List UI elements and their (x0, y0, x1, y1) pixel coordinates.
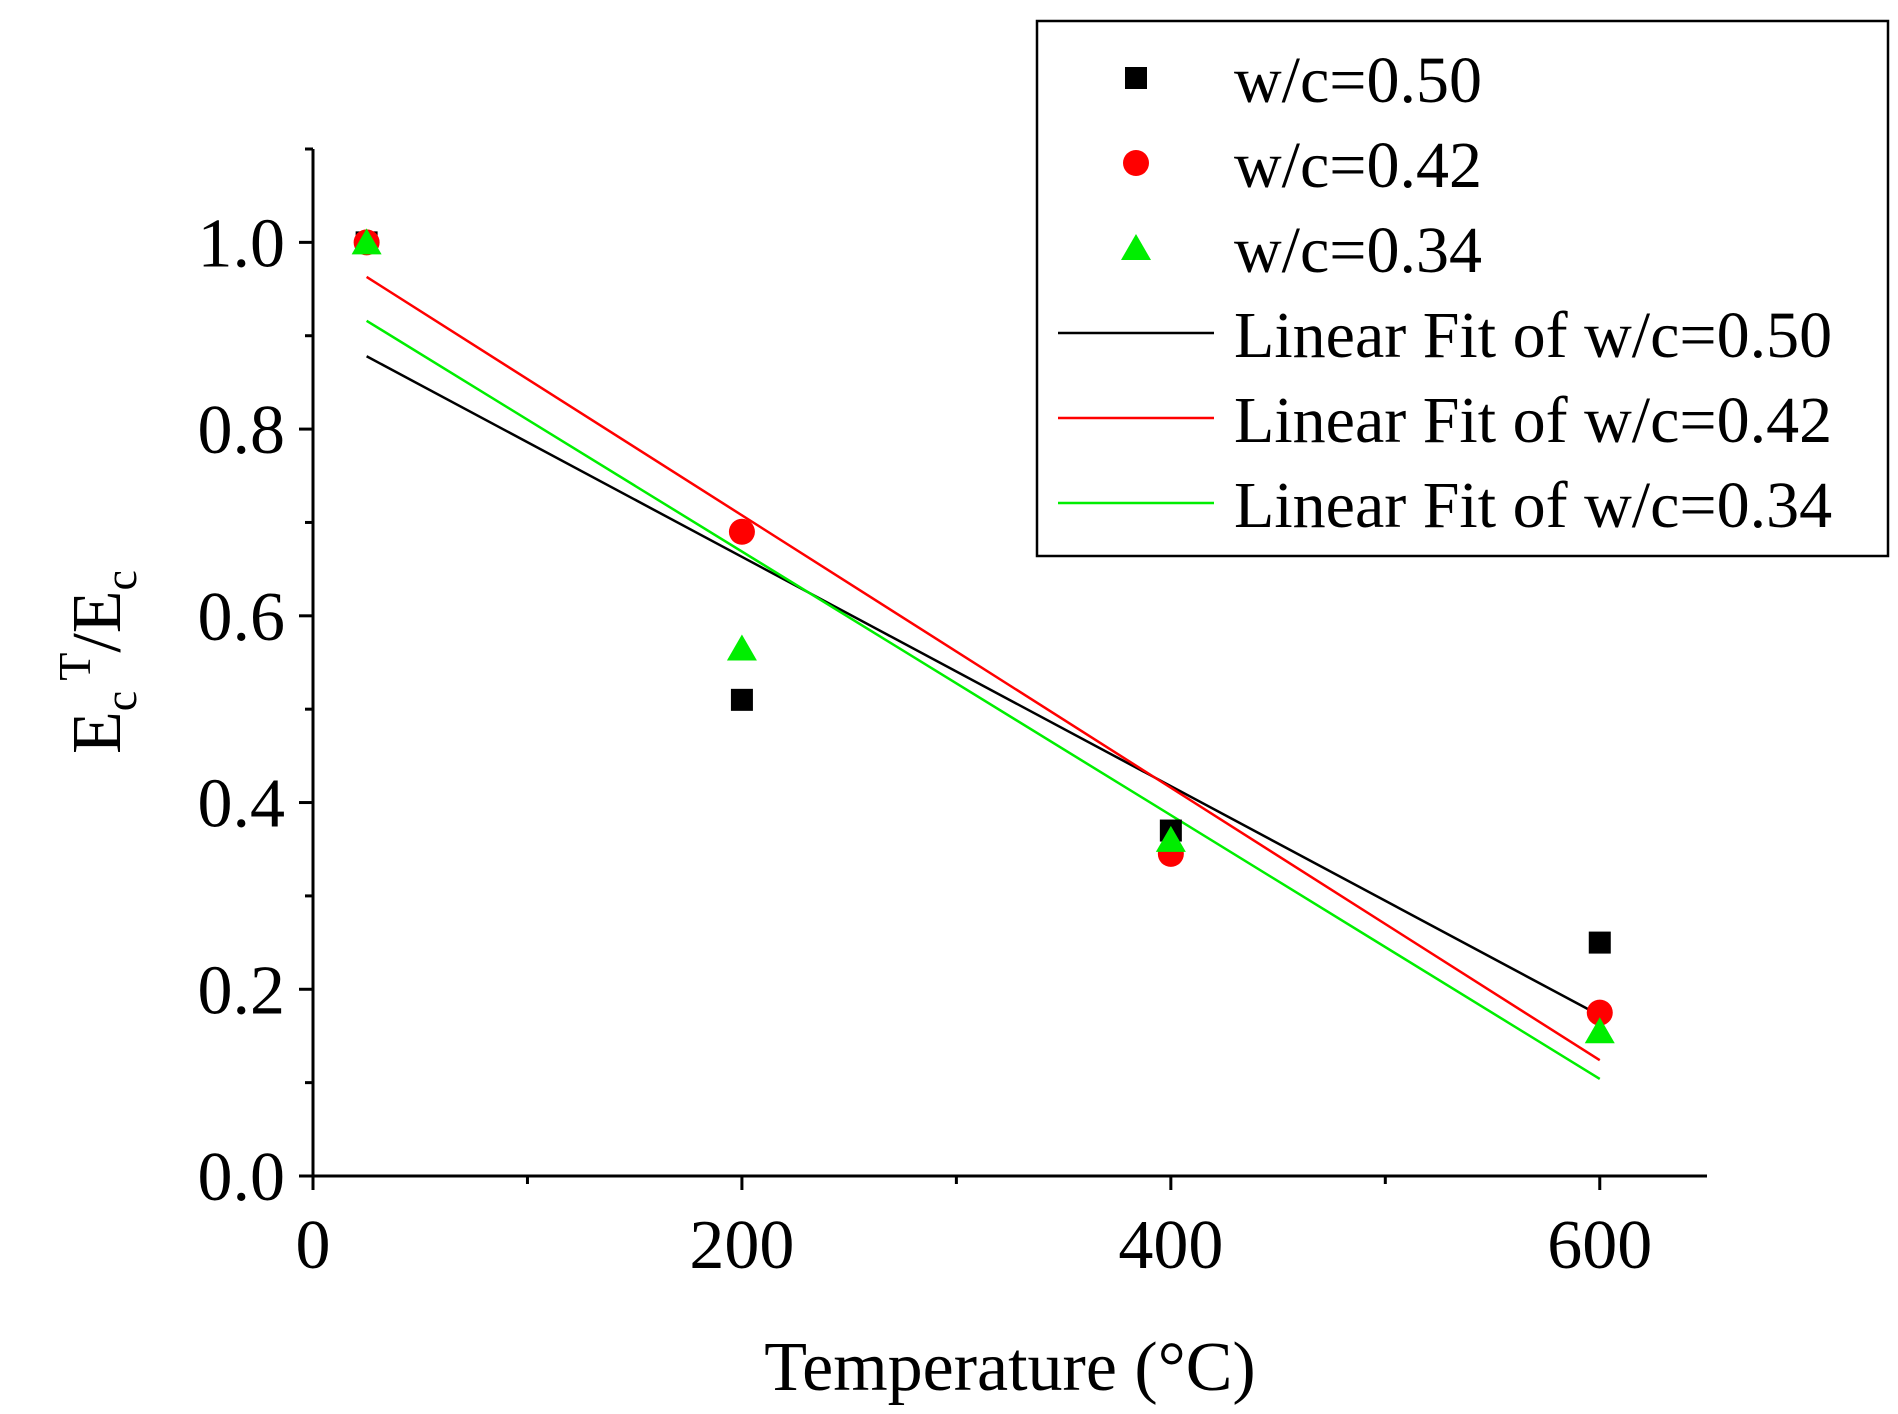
legend-marker (1121, 234, 1151, 260)
legend-frame (1035, 19, 1890, 558)
legend: w/c=0.50 w/c=0.42 w/c=0.34 Linear Fit of w/… (1035, 19, 1890, 558)
fit-line (365, 319, 1601, 1080)
axes (311, 149, 1707, 1178)
x-tick-label: 600 (1547, 1207, 1652, 1284)
data-point (1586, 999, 1613, 1026)
y-axis-label: EcT/Ec (49, 570, 146, 754)
data-point (351, 228, 382, 255)
legend-label: Linear Fit of w/c=0.42 (1234, 384, 1832, 457)
data-point (726, 634, 757, 661)
x-tick-label: 400 (1118, 1207, 1223, 1284)
data-point (1155, 825, 1186, 852)
x-axis-label: Temperature (°C) (764, 1329, 1255, 1406)
fit-line (366, 355, 1601, 1017)
x-tick-label: 200 (689, 1207, 794, 1284)
data-markers (351, 228, 1615, 1044)
y-tick-label: 0.6 (198, 579, 286, 656)
legend-label: Linear Fit of w/c=0.50 (1234, 299, 1832, 372)
y-tick-label: 0.4 (198, 766, 286, 843)
legend-label: Linear Fit of w/c=0.34 (1234, 469, 1832, 542)
legend-marker (1125, 67, 1147, 89)
data-point (1588, 931, 1611, 954)
fit-line (365, 275, 1601, 1062)
y-tick-label: 0.8 (198, 392, 286, 469)
data-point (728, 518, 755, 545)
fit-lines (365, 275, 1601, 1080)
y-tick-label: 1.0 (198, 205, 286, 282)
legend-label: w/c=0.34 (1234, 214, 1482, 287)
legend-label: w/c=0.50 (1234, 44, 1482, 117)
legend-label: w/c=0.42 (1234, 129, 1482, 202)
data-point (730, 688, 753, 711)
y-tick-label: 0.0 (198, 1139, 286, 1216)
x-tick-label: 0 (296, 1207, 331, 1284)
y-tick-label: 0.2 (198, 952, 286, 1029)
legend-marker (1123, 150, 1149, 176)
ticks: 0 200 400 600 0.0 0.2 0.4 0.6 0.8 1.0 (198, 147, 1652, 1284)
data-point (1584, 1017, 1615, 1044)
